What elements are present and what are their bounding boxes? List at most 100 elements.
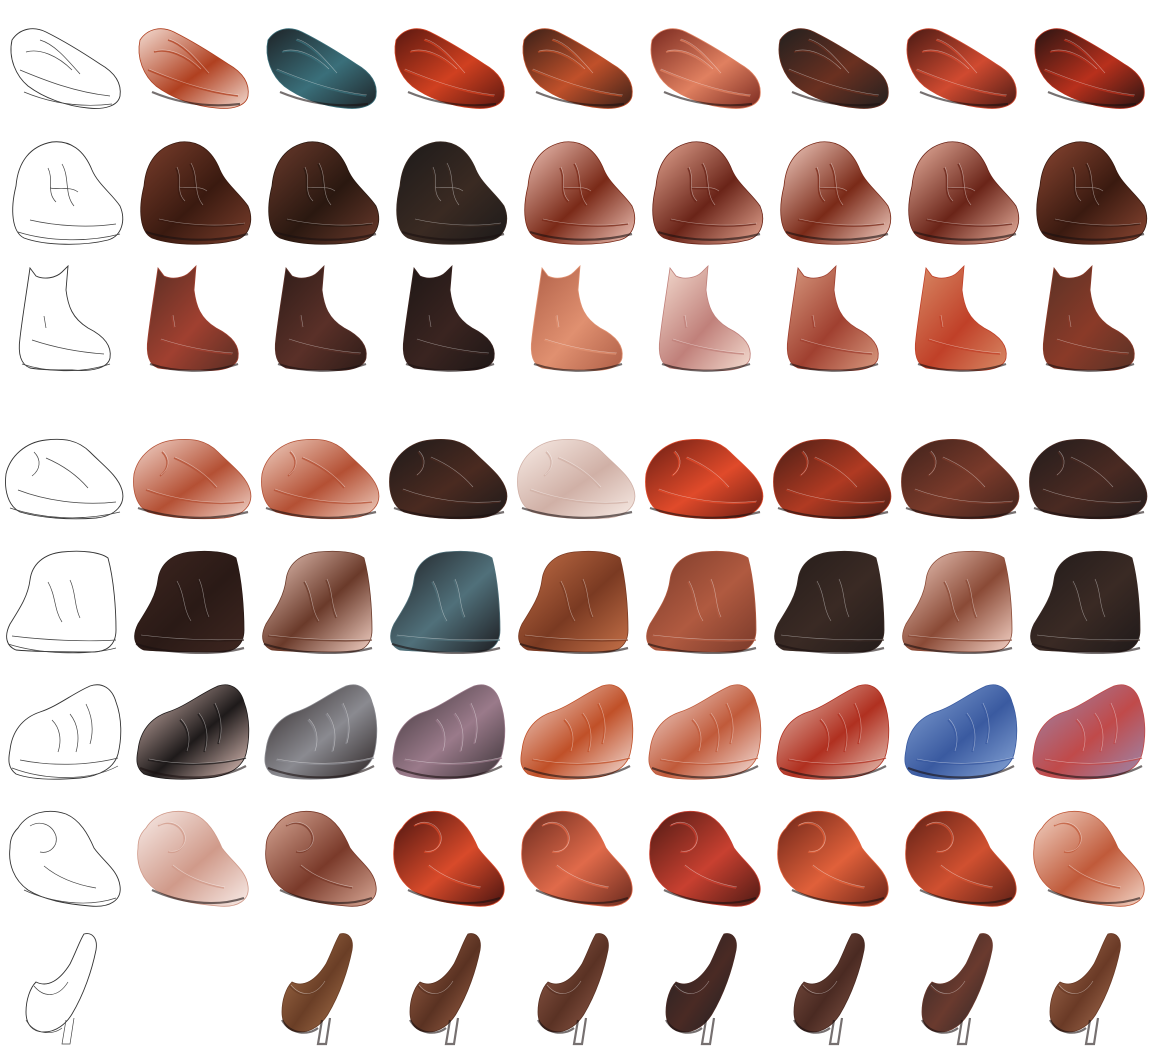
generated-shoe-ankle-boot: [1024, 540, 1152, 668]
generated-shoe-low-shoe: [256, 0, 384, 128]
generated-shoe-image: [768, 668, 896, 796]
generated-shoe-image: [896, 256, 1024, 384]
shoe-image-grid: [0, 0, 1152, 1024]
generated-shoe-image: [128, 128, 256, 256]
generated-shoe-sandal: [512, 412, 640, 540]
generated-shoe-low-shoe: [384, 0, 512, 128]
generated-shoe-sneaker: [128, 128, 256, 256]
generated-shoe-high-heel: [512, 924, 640, 1052]
generated-shoe-image: [256, 412, 384, 540]
generated-shoe-low-shoe: [512, 0, 640, 128]
generated-shoe-running-shoe: [640, 668, 768, 796]
edge-sketch-image: [0, 128, 128, 256]
generated-shoe-sneaker: [768, 128, 896, 256]
generated-shoe-running-shoe: [768, 668, 896, 796]
generated-shoe-image: [128, 412, 256, 540]
generated-shoe-image: [1024, 128, 1152, 256]
generated-shoe-image: [896, 540, 1024, 668]
generated-shoe-image: [384, 0, 512, 128]
generated-shoe-chelsea-boot: [512, 256, 640, 384]
generated-shoe-image: [512, 796, 640, 924]
generated-shoe-chelsea-boot: [768, 256, 896, 384]
generated-shoe-image: [128, 0, 256, 128]
generated-shoe-sneaker: [256, 128, 384, 256]
generated-shoe-image: [1024, 668, 1152, 796]
generated-shoe-clog: [256, 796, 384, 924]
edge-sketch-clog: [0, 796, 128, 924]
generated-shoe-high-heel: [384, 924, 512, 1052]
generated-shoe-image: [896, 412, 1024, 540]
edge-sketch-sneaker: [0, 128, 128, 256]
grid-row-high-heel: [0, 924, 1152, 1052]
generated-shoe-image: [512, 0, 640, 128]
generated-shoe-chelsea-boot: [256, 256, 384, 384]
generated-shoe-image: [384, 256, 512, 384]
generated-shoe-image: [256, 128, 384, 256]
generated-shoe-image: [384, 924, 512, 1052]
generated-shoe-image: [384, 128, 512, 256]
generated-shoe-running-shoe: [384, 668, 512, 796]
generated-shoe-chelsea-boot: [896, 256, 1024, 384]
generated-shoe-ankle-boot: [256, 540, 384, 668]
generated-shoe-image: [512, 256, 640, 384]
generated-shoe-image: [256, 0, 384, 128]
generated-shoe-image: [768, 796, 896, 924]
edge-sketch-high-heel: [0, 924, 128, 1052]
generated-shoe-image: [640, 668, 768, 796]
edge-sketch-image: [0, 0, 128, 128]
generated-shoe-image: [128, 540, 256, 668]
edge-sketch-sandal: [0, 412, 128, 540]
generated-shoe-sandal: [128, 412, 256, 540]
generated-shoe-low-shoe: [640, 0, 768, 128]
generated-shoe-image: [384, 540, 512, 668]
generated-shoe-image: [896, 924, 1024, 1052]
generated-shoe-sneaker: [1024, 128, 1152, 256]
generated-shoe-image: [512, 128, 640, 256]
generated-shoe-sandal: [896, 412, 1024, 540]
generated-shoe-sneaker: [384, 128, 512, 256]
generated-shoe-image: [512, 668, 640, 796]
generated-shoe-clog: [128, 796, 256, 924]
generated-shoe-sandal: [1024, 412, 1152, 540]
generated-shoe-running-shoe: [512, 668, 640, 796]
generated-shoe-clog: [768, 796, 896, 924]
generated-shoe-image: [640, 796, 768, 924]
generated-shoe-ankle-boot: [896, 540, 1024, 668]
generated-shoe-sneaker: [512, 128, 640, 256]
generated-shoe-image: [1024, 412, 1152, 540]
generated-shoe-sneaker: [640, 128, 768, 256]
generated-shoe-image: [1024, 0, 1152, 128]
generated-shoe-image: [1024, 796, 1152, 924]
generated-shoe-low-shoe: [1024, 0, 1152, 128]
generated-shoe-image: [128, 796, 256, 924]
generated-shoe-ankle-boot: [768, 540, 896, 668]
edge-sketch-image: [0, 412, 128, 540]
generated-shoe-image: [640, 256, 768, 384]
generated-shoe-chelsea-boot: [128, 256, 256, 384]
grid-row-ankle-boot: [0, 540, 1152, 668]
generated-shoe-image: [768, 256, 896, 384]
grid-row-clog: [0, 796, 1152, 924]
edge-sketch-image: [0, 668, 128, 796]
generated-shoe-image: [256, 256, 384, 384]
generated-shoe-image: [768, 412, 896, 540]
generated-shoe-sandal: [256, 412, 384, 540]
edge-sketch-image: [0, 540, 128, 668]
generated-shoe-ankle-boot: [128, 540, 256, 668]
edge-sketch-image: [0, 256, 128, 384]
generated-shoe-image: [640, 540, 768, 668]
generated-shoe-image: [512, 412, 640, 540]
generated-shoe-image: [256, 668, 384, 796]
generated-shoe-chelsea-boot: [1024, 256, 1152, 384]
generated-shoe-chelsea-boot: [384, 256, 512, 384]
generated-shoe-image: [384, 668, 512, 796]
generated-shoe-running-shoe: [896, 668, 1024, 796]
generated-shoe-image: [512, 924, 640, 1052]
generated-shoe-high-heel: [256, 924, 384, 1052]
generated-shoe-image: [768, 128, 896, 256]
generated-shoe-low-shoe: [768, 0, 896, 128]
generated-shoe-image: [768, 0, 896, 128]
generated-shoe-ankle-boot: [640, 540, 768, 668]
generated-shoe-image: [384, 412, 512, 540]
generated-shoe-image: [896, 796, 1024, 924]
